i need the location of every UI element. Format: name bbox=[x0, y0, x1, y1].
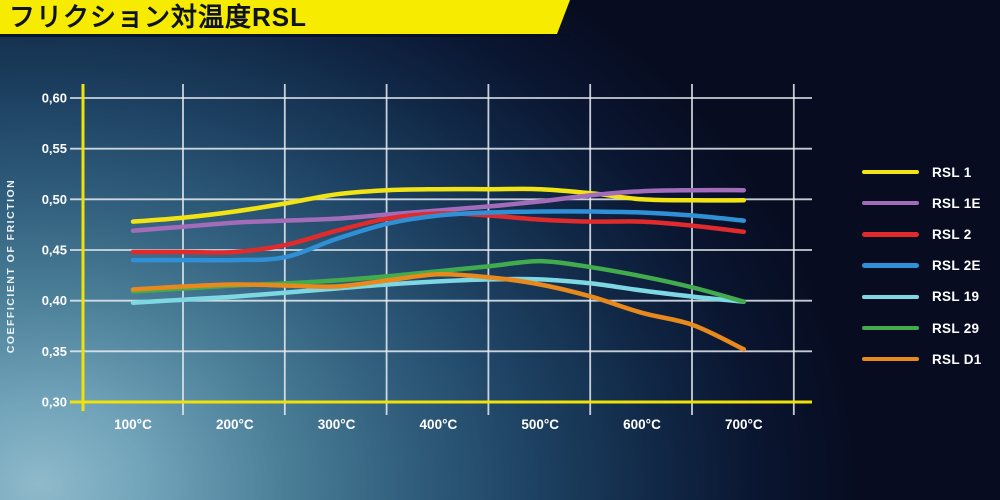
banner-underline bbox=[0, 34, 570, 37]
y-tick-label: 0,30 bbox=[42, 395, 67, 410]
y-axis-title: COEFFICIENT OF FRICTION bbox=[5, 178, 17, 354]
x-tick-label: 300°C bbox=[318, 417, 356, 432]
y-tick-label: 0,35 bbox=[42, 344, 67, 359]
series-line-rsl-1e bbox=[130, 187, 747, 233]
series-line-rsl-2e bbox=[130, 209, 747, 263]
series-line-rsl-2 bbox=[130, 211, 747, 255]
series-line-rsl-d1 bbox=[130, 271, 747, 352]
title-banner: フリクション対温度RSL bbox=[0, 0, 570, 34]
x-tick-label: 400°C bbox=[420, 417, 458, 432]
page-title: フリクション対温度RSL bbox=[9, 2, 308, 32]
x-tick-label: 700°C bbox=[725, 417, 763, 432]
x-tick-label: 600°C bbox=[623, 417, 661, 432]
series-line-rsl-19 bbox=[130, 276, 747, 305]
y-tick-label: 0,60 bbox=[42, 91, 67, 106]
x-tick-label: 100°C bbox=[114, 417, 152, 432]
x-tick-label: 500°C bbox=[521, 417, 559, 432]
y-tick-label: 0,45 bbox=[42, 243, 67, 258]
y-tick-label: 0,40 bbox=[42, 293, 67, 308]
x-tick-label: 200°C bbox=[216, 417, 254, 432]
series-line-rsl-1 bbox=[130, 186, 747, 224]
y-tick-label: 0,50 bbox=[42, 192, 67, 207]
y-tick-label: 0,55 bbox=[42, 141, 67, 156]
